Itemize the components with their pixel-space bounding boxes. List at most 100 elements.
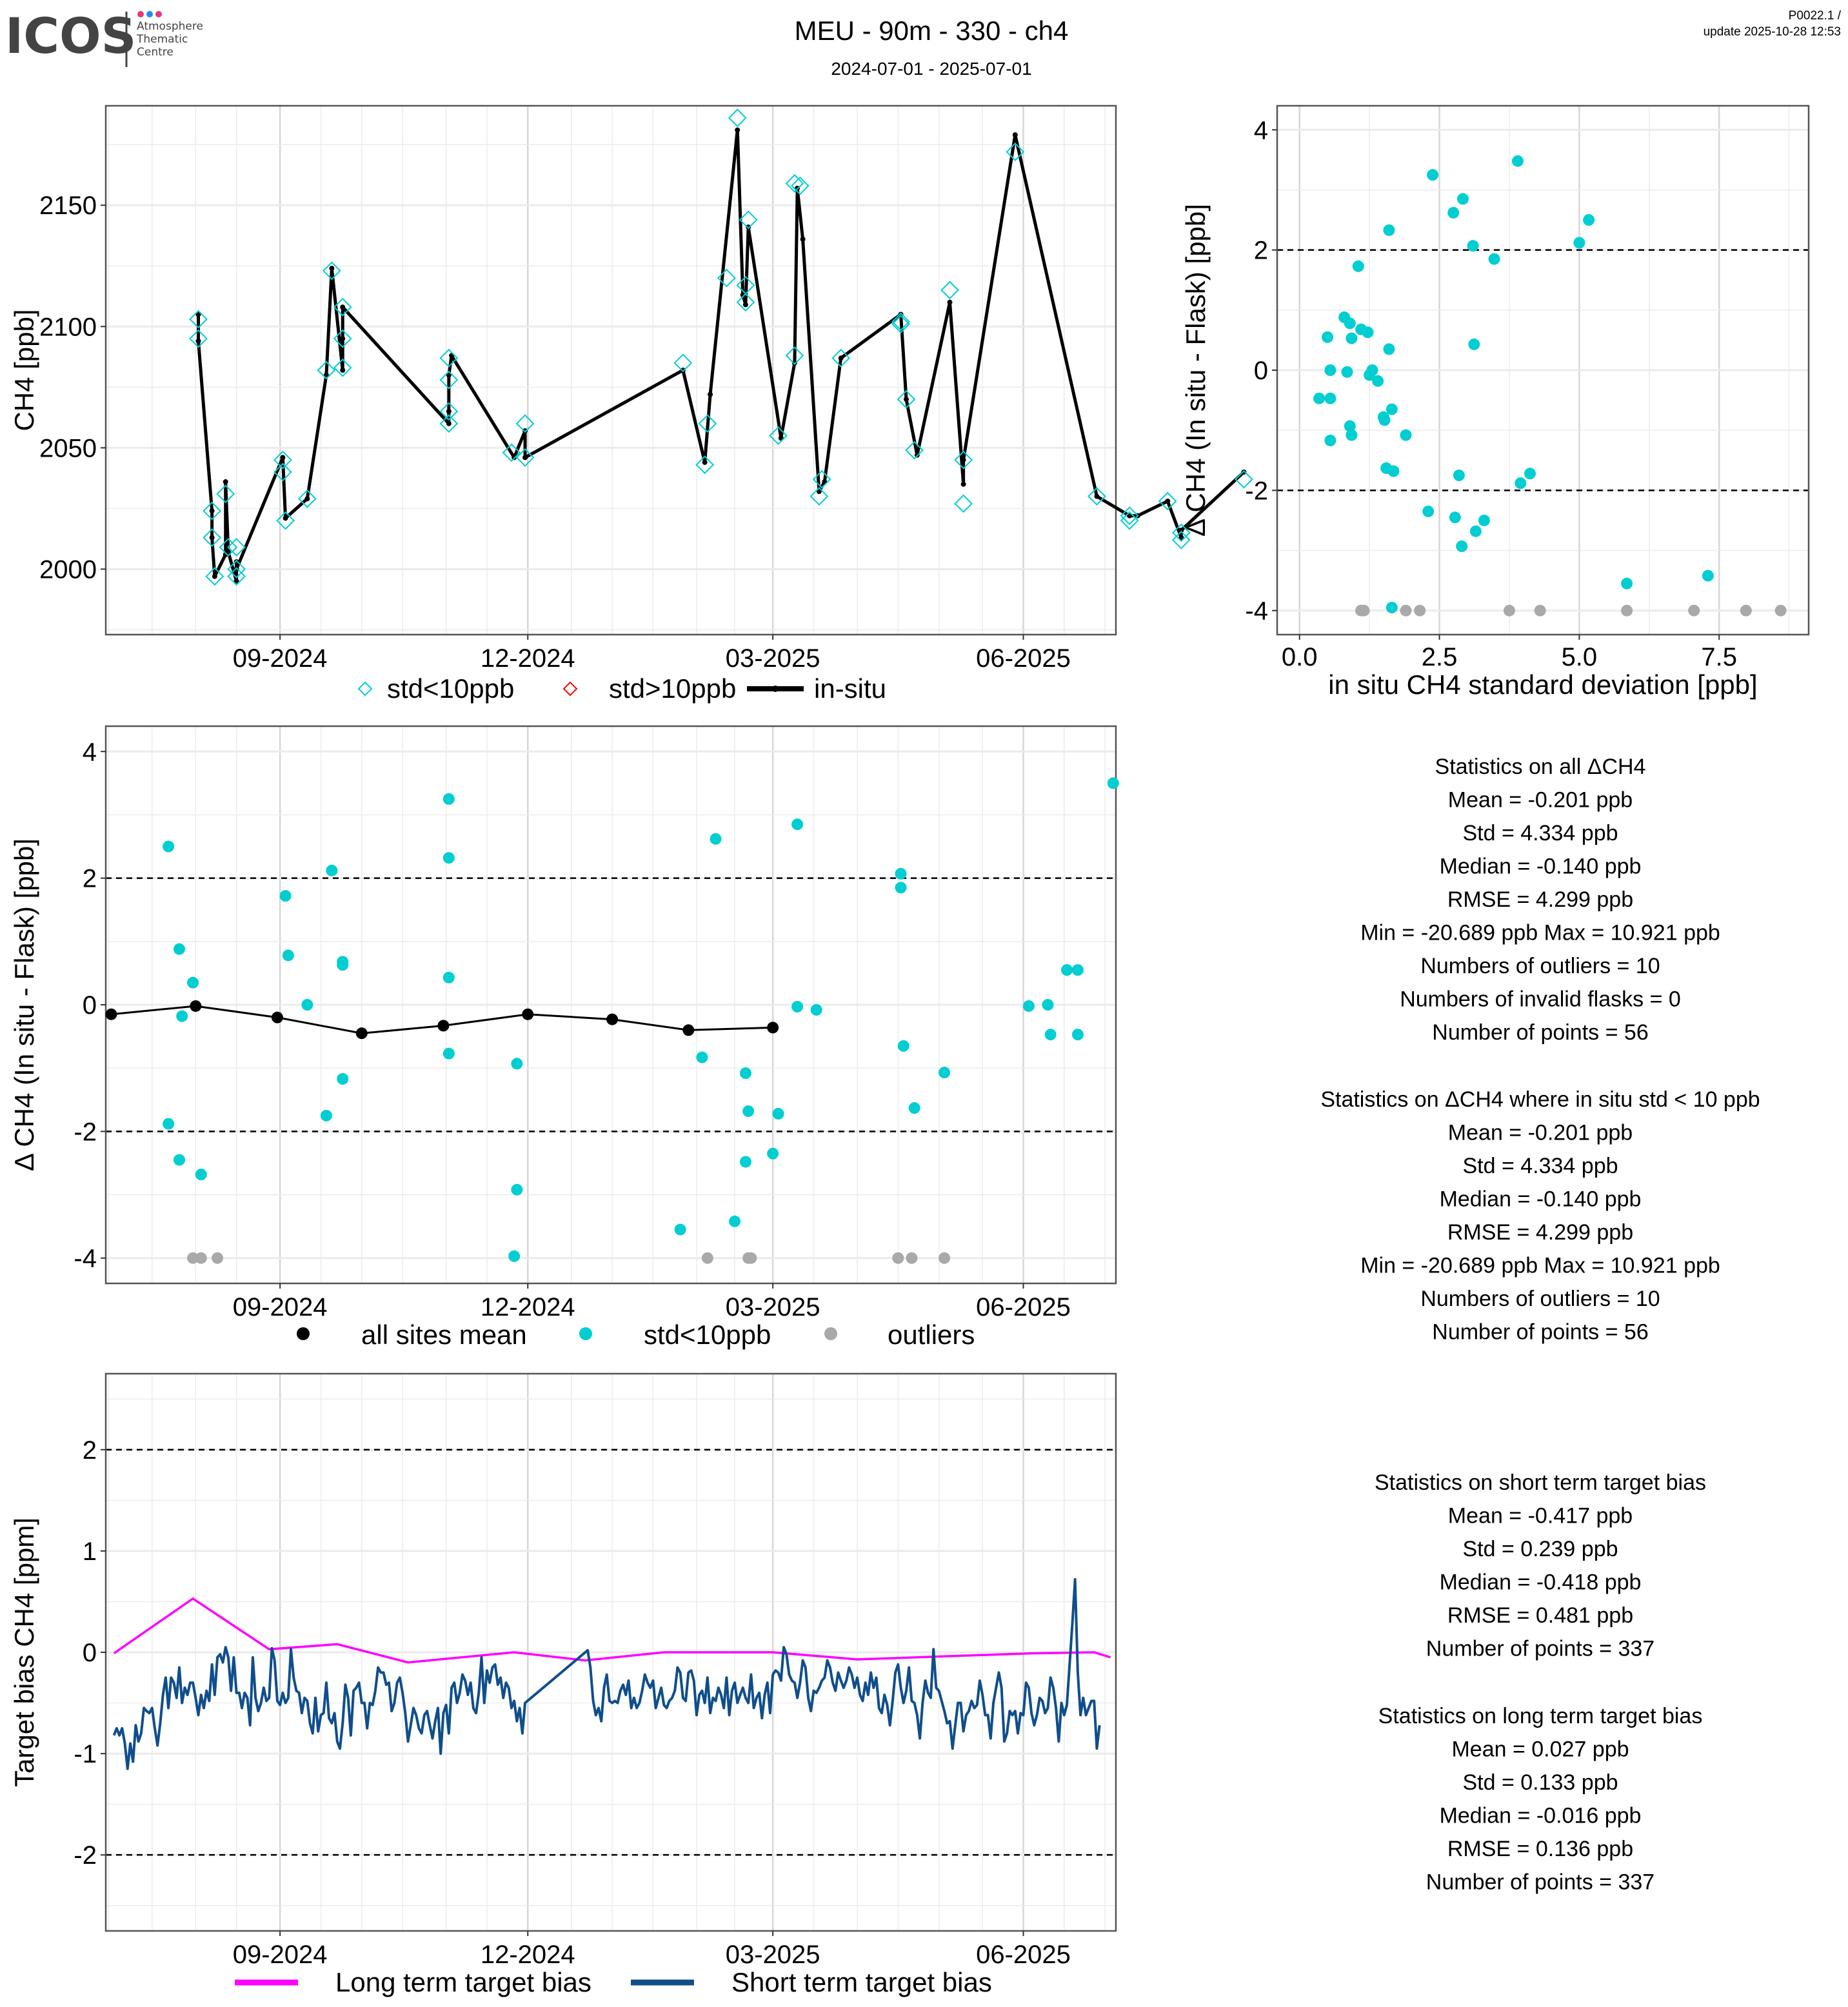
logo-dot-3 bbox=[155, 11, 162, 17]
scatter-point-std-lt-10 bbox=[1386, 403, 1398, 415]
scatter-point-std-lt-10 bbox=[1387, 465, 1400, 477]
insitu-point bbox=[903, 397, 909, 402]
scatter-point-std-lt-10 bbox=[1378, 414, 1391, 426]
legend-label-short-term: Short term target bias bbox=[731, 1967, 992, 1997]
x-tick-label: 12-2024 bbox=[481, 1293, 575, 1321]
all-sites-mean-point bbox=[606, 1013, 619, 1025]
scatter-point-std-lt-10 bbox=[1362, 326, 1374, 339]
insitu-point bbox=[304, 496, 310, 502]
y-tick-label: 0 bbox=[83, 1639, 97, 1667]
insitu-point bbox=[283, 515, 288, 521]
insitu-point bbox=[800, 236, 806, 242]
flask-diamond-std-lt-10 bbox=[1234, 470, 1253, 489]
stats-line: Mean = 0.027 ppb bbox=[1451, 1737, 1629, 1762]
scatter-point-std-lt-10 bbox=[1386, 602, 1398, 614]
flask-diamond-std-lt-10 bbox=[954, 494, 973, 513]
insitu-point bbox=[947, 299, 953, 305]
x-axis-title: in situ CH4 standard deviation [ppb] bbox=[1328, 669, 1757, 700]
all-sites-mean-point bbox=[190, 1000, 202, 1012]
delta-point-std-lt-10 bbox=[511, 1058, 523, 1070]
flask-diamond-std-lt-10 bbox=[276, 511, 295, 530]
scatter-point-std-lt-10 bbox=[1427, 169, 1439, 181]
scatter-point-std-lt-10 bbox=[1341, 366, 1353, 378]
stats-line: Mean = -0.201 ppb bbox=[1448, 788, 1633, 813]
insitu-point bbox=[1178, 535, 1184, 540]
flask-diamond-std-lt-10 bbox=[1171, 530, 1191, 549]
flask-diamond-std-lt-10 bbox=[203, 528, 222, 547]
insitu-point bbox=[280, 455, 286, 460]
flask-diamond-std-lt-10 bbox=[1171, 523, 1191, 542]
insitu-point bbox=[960, 481, 966, 487]
scatter-point-std-lt-10 bbox=[1456, 540, 1468, 553]
plot-frame bbox=[104, 104, 1117, 636]
stats-delta-std-lt-10: Statistics on ΔCH4 where in situ std < 1… bbox=[1320, 1087, 1760, 1345]
y-axis-title: Δ CH4 (In situ - Flask) [ppb] bbox=[9, 838, 39, 1171]
flask-diamond-std-lt-10 bbox=[831, 348, 851, 368]
scatter-point-std-lt-10 bbox=[1366, 364, 1378, 376]
flask-diamond-std-lt-10 bbox=[891, 312, 910, 331]
legend-point-mean bbox=[297, 1327, 310, 1340]
delta-point-std-lt-10 bbox=[173, 1154, 185, 1166]
delta-point-std-lt-10 bbox=[1071, 964, 1084, 976]
y-tick-label: -4 bbox=[1245, 597, 1268, 626]
legend-label-mean: all sites mean bbox=[361, 1320, 527, 1350]
delta-point-outlier bbox=[906, 1252, 918, 1264]
flask-diamond-std-lt-10 bbox=[673, 353, 693, 373]
scatter-point-std-lt-10 bbox=[1447, 206, 1460, 219]
flask-diamond-std-lt-10 bbox=[219, 538, 238, 557]
stats-line: Median = -0.140 ppb bbox=[1440, 1187, 1642, 1212]
flask-diamond-std-lt-10 bbox=[297, 489, 317, 508]
stats-line: Numbers of outliers = 10 bbox=[1420, 1287, 1660, 1311]
y-axis-title: Δ CH4 (In situ - Flask) [ppb] bbox=[1180, 204, 1211, 537]
stats-line: Median = -0.016 ppb bbox=[1440, 1804, 1642, 1828]
stats-line: Numbers of invalid flasks = 0 bbox=[1400, 987, 1681, 1012]
insitu-point bbox=[329, 266, 335, 272]
scatter-point-outlier bbox=[1358, 604, 1370, 617]
insitu-line bbox=[197, 128, 1246, 583]
stats-line: Std = 0.133 ppb bbox=[1462, 1770, 1618, 1795]
flask-diamond-std-lt-10 bbox=[1158, 491, 1177, 511]
scatter-point-std-lt-10 bbox=[1511, 155, 1524, 167]
delta-point-outlier bbox=[187, 1252, 199, 1264]
short-term-bias-line bbox=[112, 1577, 1101, 1770]
flask-diamond-std-lt-10 bbox=[717, 268, 736, 288]
flask-diamond-std-lt-10 bbox=[227, 538, 246, 557]
flask-diamond-std-lt-10 bbox=[785, 173, 804, 193]
scatter-point-std-lt-10 bbox=[1702, 569, 1714, 582]
insitu-point bbox=[1012, 132, 1018, 138]
scatter-point-std-lt-10 bbox=[1346, 429, 1358, 441]
delta-point-std-lt-10 bbox=[739, 1067, 751, 1080]
flask-diamond-std-lt-10 bbox=[273, 462, 292, 482]
panel-ch4-timeseries: 2000 2050 2100 2150 09-2024 12-2024 03-2025 06-… bbox=[9, 104, 1253, 673]
scatter-point-std-lt-10 bbox=[1478, 514, 1490, 526]
insitu-point bbox=[816, 489, 822, 495]
delta-point-std-lt-10 bbox=[674, 1223, 686, 1236]
y-tick-label: 4 bbox=[1254, 116, 1268, 144]
x-tick-label: 06-2025 bbox=[976, 1293, 1071, 1321]
stats-all-delta: Statistics on all ΔCH4 Mean = -0.201 ppb S… bbox=[1360, 755, 1720, 1045]
insitu-point bbox=[740, 292, 746, 298]
delta-point-std-lt-10 bbox=[442, 793, 455, 805]
insitu-point bbox=[746, 224, 751, 230]
delta-point-std-lt-10 bbox=[791, 818, 804, 831]
delta-point-std-lt-10 bbox=[1044, 1029, 1057, 1041]
flask-diamond-std-lt-10 bbox=[769, 426, 788, 445]
delta-point-std-lt-10 bbox=[710, 833, 722, 845]
insitu-point bbox=[233, 559, 239, 565]
insitu-point bbox=[195, 338, 201, 344]
x-tick-label: 03-2025 bbox=[726, 644, 820, 673]
scatter-point-std-lt-10 bbox=[1324, 392, 1336, 404]
flask-diamond-std-lt-10 bbox=[891, 315, 910, 333]
delta-point-std-lt-10 bbox=[810, 1004, 822, 1016]
y-tick-label: -4 bbox=[74, 1245, 97, 1273]
insitu-point bbox=[680, 368, 686, 373]
legend-delta-timeseries: all sites mean std<10ppb outliers bbox=[297, 1320, 975, 1350]
stats-line: Median = -0.418 ppb bbox=[1440, 1570, 1642, 1595]
delta-point-std-lt-10 bbox=[791, 1000, 804, 1013]
logo-sub-3: Centre bbox=[137, 46, 174, 59]
delta-point-std-lt-10 bbox=[195, 1169, 207, 1181]
flask-diamond-std-lt-10 bbox=[333, 297, 352, 317]
stats-long-term-bias: Statistics on long term target bias Mean … bbox=[1378, 1704, 1703, 1895]
stats-line: Number of points = 56 bbox=[1432, 1320, 1648, 1345]
